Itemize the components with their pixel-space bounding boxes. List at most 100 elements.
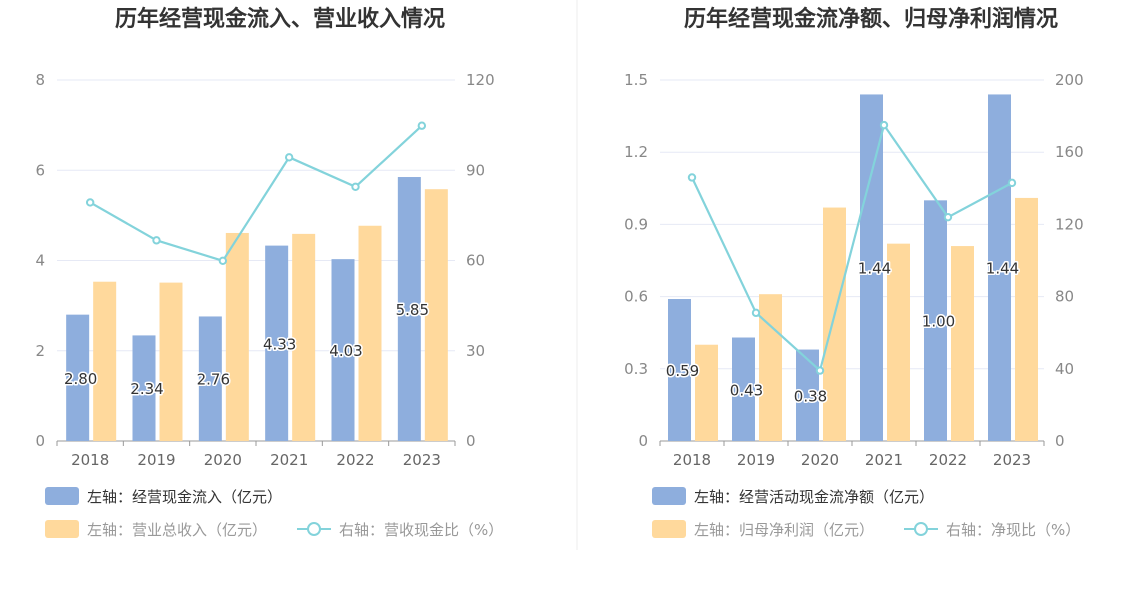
- bar-primary: [132, 335, 156, 441]
- y-left-tick-label: 6: [35, 161, 45, 179]
- bar-secondary: [93, 281, 117, 441]
- ratio-point: [417, 121, 427, 130]
- bar-primary: [796, 349, 819, 441]
- chart-title: 历年经营现金流净额、归母净利润情况: [684, 6, 1058, 32]
- bar-value-label: 1.44: [986, 260, 1019, 278]
- chart-title: 历年经营现金流入、营业收入情况: [115, 6, 445, 32]
- bar-primary: [988, 94, 1011, 441]
- x-tick-label: 2022: [336, 451, 374, 469]
- chart-legend: 左轴：经营活动现金流净额（亿元） 左轴：归母净利润（亿元） 右轴：净现比（%）: [652, 487, 1080, 539]
- bar-secondary: [951, 246, 974, 441]
- y-left-tick-label: 0.3: [624, 360, 648, 378]
- legend-swatch-secondary: [652, 520, 686, 538]
- legend-swatch-primary: [652, 487, 686, 505]
- bar-secondary: [695, 344, 718, 441]
- x-tick-label: 2018: [71, 451, 109, 469]
- bar-value-label: 0.43: [730, 381, 763, 399]
- ratio-point: [815, 366, 825, 375]
- bar-secondary: [1015, 197, 1038, 441]
- ratio-point: [687, 173, 697, 182]
- x-tick-label: 2023: [993, 451, 1031, 469]
- ratio-point: [218, 256, 228, 266]
- x-tick-label: 2022: [929, 451, 967, 469]
- legend-label-line: 右轴：净现比（%）: [946, 521, 1080, 539]
- ratio-point: [351, 182, 360, 191]
- x-tick-label: 2020: [204, 451, 242, 469]
- cashflow-revenue-chart: 历年经营现金流入、营业收入情况 0 2 4 6 8 0 30 60 90 120 2018 2019 20…: [35, 6, 503, 539]
- legend-marker-icon: [307, 522, 321, 536]
- bar-value-label: 2.80: [64, 370, 97, 388]
- bar-primary: [265, 245, 289, 441]
- legend-marker-icon: [914, 522, 928, 536]
- ratio-point: [152, 236, 161, 245]
- bar-primary: [198, 316, 222, 441]
- legend-label-primary: 左轴：经营现金流入（亿元）: [87, 488, 282, 506]
- ratio-point: [879, 120, 889, 130]
- bar-secondary: [759, 294, 782, 441]
- legend-label-secondary: 左轴：营业总收入（亿元）: [87, 521, 267, 539]
- ratio-line: [691, 122, 1013, 373]
- bar-secondary: [292, 233, 316, 441]
- y-left-tick-label: 2: [35, 342, 45, 360]
- chart-legend: 左轴：经营现金流入（亿元） 左轴：营业总收入（亿元） 右轴：营收现金比（%）: [45, 487, 503, 539]
- x-tick-label: 2020: [801, 451, 839, 469]
- x-tick-label: 2021: [865, 451, 903, 469]
- ratio-point: [85, 198, 95, 207]
- legend-label-secondary: 左轴：归母净利润（亿元）: [694, 521, 874, 539]
- y-left-tick-label: 0.9: [624, 215, 648, 233]
- bar-value-label: 4.03: [329, 342, 362, 360]
- y-right-tick-label: 0: [466, 432, 476, 450]
- bar-value-label: 2.76: [197, 371, 230, 389]
- y-right-tick-label: 60: [466, 252, 485, 270]
- netcash-profit-chart: 历年经营现金流净额、归母净利润情况 0 0.3 0.6 0.9 1.2 1.5 0 40 80 12…: [624, 6, 1084, 539]
- bar-value-label: 0.38: [794, 387, 827, 405]
- bar-secondary: [823, 207, 846, 441]
- ratio-line: [89, 124, 423, 263]
- bar-value-label: 0.59: [666, 362, 699, 380]
- y-left-tick-label: 4: [35, 252, 45, 270]
- ratio-point: [284, 153, 294, 162]
- bar-secondary: [358, 225, 382, 441]
- y-right-tick-label: 160: [1055, 143, 1084, 161]
- y-left-tick-label: 0.6: [624, 288, 648, 306]
- legend-label-line: 右轴：营收现金比（%）: [339, 521, 503, 539]
- y-right-tick-label: 90: [466, 161, 485, 179]
- legend-swatch-primary: [45, 487, 79, 505]
- bar-value-label: 5.85: [396, 301, 429, 319]
- ratio-point: [751, 308, 761, 318]
- bar-primary: [924, 200, 947, 441]
- bar-primary: [668, 299, 691, 441]
- x-tick-label: 2019: [737, 451, 775, 469]
- bar-value-label: 4.33: [263, 335, 296, 353]
- y-right-tick-label: 30: [466, 342, 485, 360]
- y-left-tick-label: 1.2: [624, 143, 648, 161]
- y-left-tick-label: 0: [35, 432, 45, 450]
- ratio-point: [1007, 178, 1017, 188]
- bar-value-label: 2.34: [130, 380, 163, 398]
- y-right-tick-label: 80: [1055, 288, 1074, 306]
- x-tick-label: 2019: [137, 451, 175, 469]
- x-tick-label: 2018: [673, 451, 711, 469]
- y-right-tick-label: 40: [1055, 360, 1074, 378]
- y-left-tick-label: 1.5: [624, 71, 648, 89]
- y-right-tick-label: 120: [466, 71, 495, 89]
- x-tick-label: 2021: [270, 451, 308, 469]
- bar-secondary: [225, 232, 249, 441]
- bar-primary: [860, 94, 883, 441]
- y-left-tick-label: 0: [638, 432, 648, 450]
- bar-primary: [397, 177, 421, 442]
- legend-swatch-secondary: [45, 520, 79, 538]
- bar-secondary: [424, 189, 448, 441]
- bar-secondary: [887, 243, 910, 441]
- y-left-tick-label: 8: [35, 71, 45, 89]
- bar-value-label: 1.00: [922, 313, 955, 331]
- y-right-tick-label: 200: [1055, 71, 1084, 89]
- x-tick-label: 2023: [403, 451, 441, 469]
- y-right-tick-label: 0: [1055, 432, 1065, 450]
- bar-value-label: 1.44: [858, 260, 891, 278]
- legend-label-primary: 左轴：经营活动现金流净额（亿元）: [694, 488, 934, 506]
- ratio-point: [943, 212, 953, 222]
- bar-secondary: [159, 282, 183, 441]
- y-right-tick-label: 120: [1055, 215, 1084, 233]
